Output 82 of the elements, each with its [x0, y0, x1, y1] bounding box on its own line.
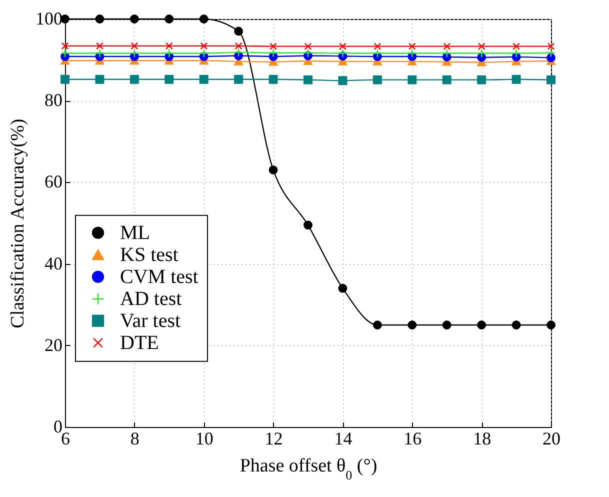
legend-label: DTE [120, 332, 159, 354]
point [164, 74, 174, 84]
x-tick-label: 18 [473, 428, 492, 448]
legend-label: ML [120, 222, 150, 244]
x-tick-label: 12 [264, 428, 283, 448]
point [338, 48, 348, 58]
point [95, 14, 104, 24]
point [95, 74, 104, 84]
point [130, 48, 139, 58]
point [372, 48, 382, 58]
point [130, 14, 139, 24]
point [339, 42, 346, 50]
y-axis-title: Classification Accuracy(%) [8, 118, 28, 328]
point [268, 74, 278, 84]
point [546, 53, 556, 62]
point [60, 48, 70, 58]
x-tick-label: 16 [404, 428, 422, 448]
legend-label: Var test [120, 310, 181, 332]
point [304, 42, 312, 50]
x-tick-label: 20 [542, 428, 560, 448]
point [130, 74, 139, 84]
point [547, 42, 555, 50]
point [408, 75, 417, 84]
x-tick-label: 8 [130, 428, 140, 448]
point [234, 48, 244, 57]
point [304, 48, 312, 58]
legend-label: CVM test [120, 266, 199, 288]
point [164, 14, 174, 24]
point [199, 74, 208, 84]
point [408, 320, 417, 330]
point [477, 48, 486, 58]
point [442, 48, 452, 58]
point [477, 75, 486, 84]
y-tick-label: 100 [36, 8, 62, 28]
point [512, 320, 521, 330]
point [477, 320, 486, 330]
point [512, 74, 521, 84]
y-tick-label: 60 [44, 172, 62, 192]
x-tick-label: 14 [334, 428, 352, 448]
point [442, 75, 452, 84]
x-axis-title: Phase offset θ$_{0}$ (°) [240, 456, 378, 482]
legend-label: AD test [120, 288, 182, 310]
point [408, 48, 417, 58]
x-tick-label: 6 [61, 428, 70, 448]
point [546, 75, 556, 84]
point [372, 320, 382, 330]
point [130, 42, 138, 50]
point [270, 42, 277, 50]
y-tick-label: 40 [44, 253, 62, 274]
point [374, 42, 382, 50]
point [478, 42, 486, 50]
legend-label: KS test [120, 244, 179, 266]
point [372, 75, 382, 84]
point [304, 220, 312, 230]
point [338, 76, 348, 86]
point [234, 74, 244, 84]
point [268, 48, 278, 58]
point [96, 42, 104, 50]
y-tick-label: 0 [54, 416, 62, 436]
point [443, 42, 451, 50]
point [199, 14, 208, 24]
point [60, 74, 70, 84]
point [546, 320, 556, 330]
point [512, 42, 520, 50]
point [442, 320, 452, 330]
point [200, 42, 208, 50]
point [61, 42, 69, 50]
point [546, 48, 556, 58]
point [234, 26, 244, 36]
y-tick-label: 20 [44, 334, 62, 355]
point [338, 284, 348, 293]
point [165, 42, 173, 50]
point [408, 42, 416, 50]
point [199, 48, 208, 58]
y-tick-label: 80 [44, 90, 62, 110]
point [512, 48, 521, 58]
x-tick-label: 10 [195, 428, 214, 448]
point [268, 165, 278, 174]
point [234, 42, 242, 50]
point [164, 48, 174, 58]
point [304, 75, 312, 84]
point [95, 48, 104, 58]
